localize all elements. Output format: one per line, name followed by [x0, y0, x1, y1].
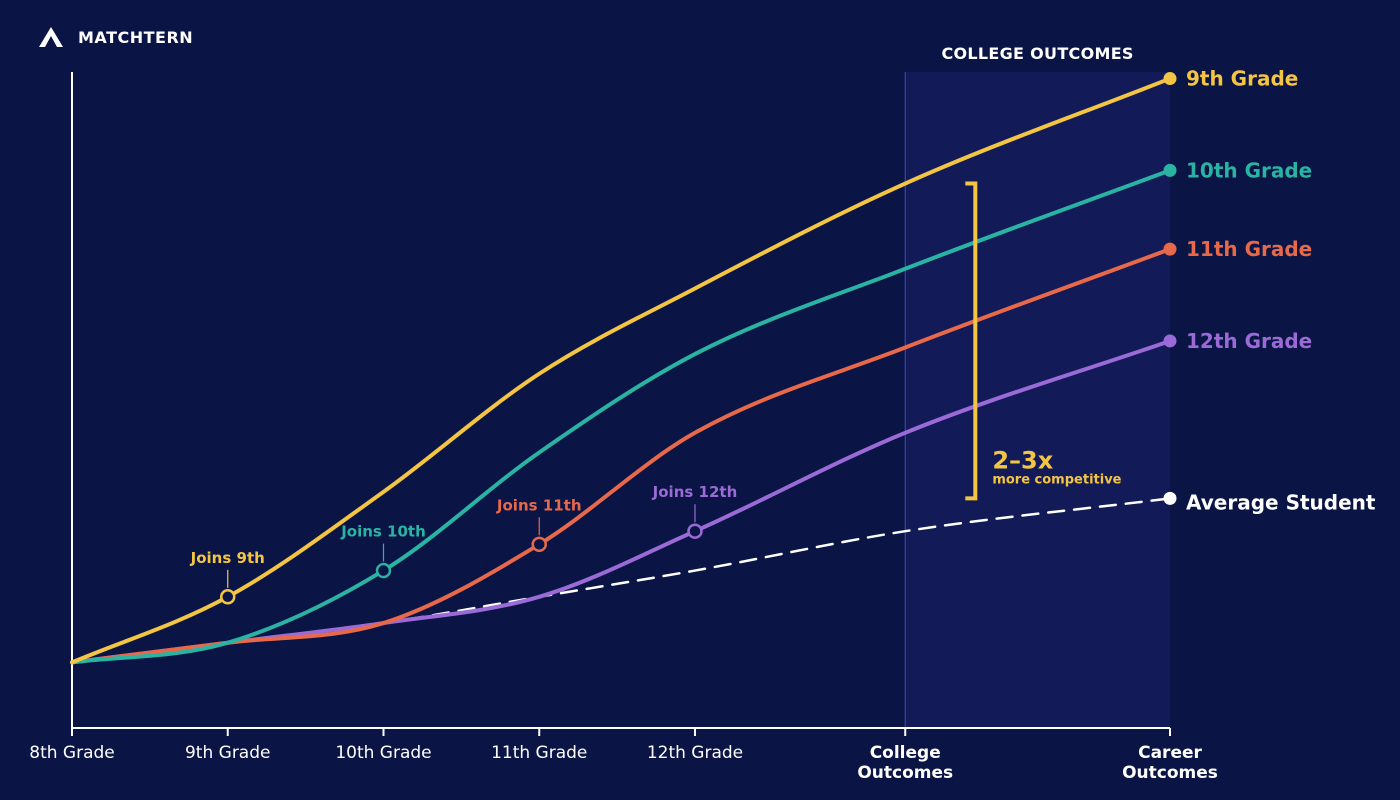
9th-grade-end-point [1163, 72, 1177, 86]
10th-grade-join-label: Joins 10th [340, 523, 426, 541]
10th-grade-join-point [375, 562, 392, 579]
x-axis-tick-label: 10th Grade [335, 743, 431, 763]
12th-grade-end-point [1163, 334, 1177, 348]
competitive-bracket [965, 181, 978, 501]
10th-grade-end-label: 10th Grade [1186, 158, 1312, 182]
matchtern-logo-icon [39, 27, 63, 47]
12th-grade-join-point [687, 523, 703, 539]
11th-grade-join-point [531, 536, 547, 553]
college-outcomes-region-label: COLLEGE OUTCOMES [941, 44, 1133, 63]
average-student-end-point [1163, 491, 1177, 505]
12th-grade-join-label: Joins 12th [652, 483, 738, 501]
11th-grade-join-label: Joins 11th [496, 496, 582, 514]
10th-grade-series-line [70, 168, 1172, 665]
11th-grade-end-label: 11th Grade [1186, 237, 1312, 261]
x-axis-tick-label: 9th Grade [185, 743, 271, 763]
11th-grade-end-point [1163, 242, 1177, 256]
10th-grade-end-point [1163, 163, 1177, 177]
x-axis-tick-label: 8th Grade [29, 743, 115, 763]
brand-name: MATCHTERN [78, 27, 194, 47]
9th-grade-join-point [219, 589, 236, 605]
x-axis-tick-label: Career Outcomes [1122, 743, 1218, 783]
x-axis-tick-label: College Outcomes [857, 743, 953, 783]
12th-grade-end-label: 12th Grade [1186, 329, 1312, 353]
brand: MATCHTERN [38, 26, 193, 48]
x-axis-tick-label: 12th Grade [647, 743, 743, 763]
bracket-subtext: more competitive [992, 472, 1121, 487]
bracket-headline: 2–3x [992, 446, 1053, 474]
9th-grade-end-label: 9th Grade [1186, 67, 1298, 91]
x-axis-tick-label: 11th Grade [491, 743, 587, 763]
college-outcomes-region [905, 72, 1170, 728]
9th-grade-join-label: Joins 9th [190, 549, 265, 567]
average-student-end-label: Average Student [1186, 490, 1376, 514]
